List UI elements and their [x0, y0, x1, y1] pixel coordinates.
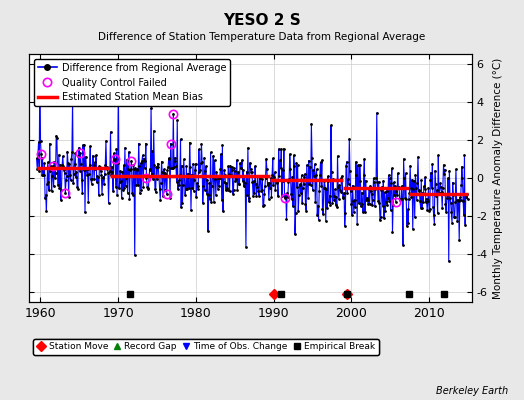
Text: Berkeley Earth: Berkeley Earth — [436, 386, 508, 396]
Legend: Station Move, Record Gap, Time of Obs. Change, Empirical Break: Station Move, Record Gap, Time of Obs. C… — [34, 339, 378, 355]
Y-axis label: Monthly Temperature Anomaly Difference (°C): Monthly Temperature Anomaly Difference (… — [493, 57, 503, 299]
Text: YESO 2 S: YESO 2 S — [223, 13, 301, 28]
Text: Difference of Station Temperature Data from Regional Average: Difference of Station Temperature Data f… — [99, 32, 425, 42]
